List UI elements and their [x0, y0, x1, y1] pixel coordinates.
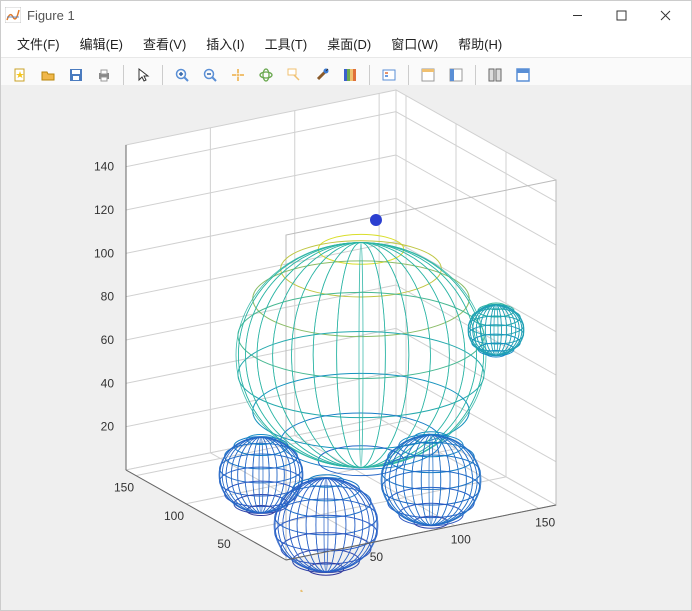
- menu-d[interactable]: 桌面(D): [317, 32, 381, 55]
- menu-i[interactable]: 插入(I): [196, 32, 254, 55]
- window-title: Figure 1: [27, 8, 555, 23]
- menu-h[interactable]: 帮助(H): [448, 32, 512, 55]
- toolbar-separator: [475, 65, 476, 85]
- axes-3d[interactable]: 50 100 150 50 100 150 20 40 60 80 100 120 140: [1, 85, 633, 592]
- x-tick: 150: [535, 515, 555, 529]
- figure-area: 50 100 150 50 100 150 20 40 60 80 100 120 140: [1, 85, 691, 610]
- app-icon: [5, 7, 21, 23]
- close-button[interactable]: [643, 1, 687, 29]
- x-tick: 100: [451, 533, 471, 547]
- y-tick: 50: [217, 537, 231, 551]
- menu-t[interactable]: 工具(T): [255, 32, 318, 55]
- menu-f[interactable]: 文件(F): [7, 32, 70, 55]
- z-tick: 100: [94, 246, 114, 260]
- titlebar: Figure 1: [1, 1, 691, 29]
- y-tick: 100: [164, 509, 184, 523]
- toolbar-separator: [162, 65, 163, 85]
- menubar: 文件(F)编辑(E)查看(V)插入(I)工具(T)桌面(D)窗口(W)帮助(H): [1, 29, 691, 58]
- z-tick: 20: [101, 420, 115, 434]
- menu-v[interactable]: 查看(V): [133, 32, 196, 55]
- minimize-button[interactable]: [555, 1, 599, 29]
- y-tick: 150: [114, 481, 134, 495]
- menu-w[interactable]: 窗口(W): [381, 32, 448, 55]
- z-tick: 60: [101, 333, 115, 347]
- toolbar-separator: [408, 65, 409, 85]
- maximize-button[interactable]: [599, 1, 643, 29]
- toolbar-separator: [369, 65, 370, 85]
- figure-window: Figure 1 文件(F)编辑(E)查看(V)插入(I)工具(T)桌面(D)窗…: [0, 0, 692, 611]
- z-tick: 120: [94, 203, 114, 217]
- menu-e[interactable]: 编辑(E): [70, 32, 133, 55]
- z-tick: 140: [94, 160, 114, 174]
- x-tick: 50: [370, 550, 384, 564]
- marker: [370, 214, 382, 226]
- z-tick: 40: [101, 376, 115, 390]
- origin-line: [301, 590, 321, 592]
- z-tick: 80: [101, 290, 115, 304]
- toolbar-separator: [123, 65, 124, 85]
